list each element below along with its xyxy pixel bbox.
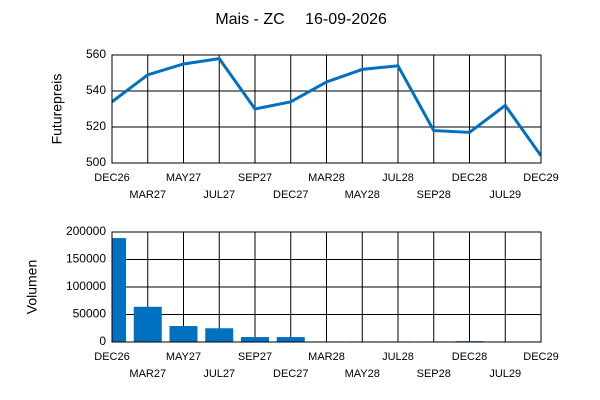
x-tick-label: JUL29 [489, 189, 521, 201]
x-tick-label: MAR27 [129, 189, 166, 201]
x-tick-label: JUL29 [489, 368, 521, 380]
price-line [112, 56, 541, 157]
x-tick-label: DEC26 [94, 172, 129, 184]
x-tick-label: DEC27 [273, 368, 308, 380]
x-tick-label: MAY27 [166, 172, 201, 184]
x-tick-label: MAY28 [345, 368, 380, 380]
y-tick-label: 200000 [66, 224, 106, 238]
x-tick-label: DEC29 [523, 351, 558, 363]
y-tick-label: 540 [86, 83, 106, 97]
x-tick-label: MAR27 [129, 368, 166, 380]
plot-frame [111, 231, 542, 343]
x-tick-label: DEC28 [452, 351, 487, 363]
y-tick-label: 520 [86, 119, 106, 133]
x-tick-label: MAY28 [345, 189, 380, 201]
x-tick-label: DEC27 [273, 189, 308, 201]
x-tick-label: JUL28 [382, 351, 414, 363]
y-tick-label: 500 [86, 155, 106, 169]
y-axis-label: Futurepreis [49, 74, 65, 145]
x-tick-label: JUL27 [203, 189, 235, 201]
y-axis-label: Volumen [24, 260, 40, 314]
bar [112, 238, 126, 342]
plot-frame [111, 54, 542, 164]
x-tick-label: SEP27 [238, 351, 272, 363]
x-tick-label: DEC29 [523, 172, 558, 184]
chart-date: 16-09-2026 [305, 11, 387, 28]
chart-title: Mais - ZC [215, 11, 284, 28]
bar [276, 337, 305, 342]
bar [205, 328, 234, 342]
x-tick-label: JUL28 [382, 172, 414, 184]
x-tick-label: SEP27 [238, 172, 272, 184]
y-tick-label: 150000 [66, 252, 106, 266]
y-tick-label: 100000 [66, 279, 106, 293]
bar [169, 326, 198, 342]
x-tick-label: SEP28 [417, 368, 451, 380]
y-tick-label: 0 [99, 334, 106, 348]
x-tick-label: MAR28 [308, 172, 345, 184]
plot-area [112, 56, 541, 157]
x-tick-label: MAR28 [308, 351, 345, 363]
x-tick-label: JUL27 [203, 368, 235, 380]
y-tick-label: 50000 [73, 307, 107, 321]
x-tick-label: SEP28 [417, 189, 451, 201]
x-tick-label: MAY27 [166, 351, 201, 363]
x-tick-label: DEC26 [94, 351, 129, 363]
bar [133, 306, 162, 342]
bar [241, 337, 269, 342]
x-tick-label: DEC28 [452, 172, 487, 184]
y-tick-label: 560 [86, 47, 106, 61]
